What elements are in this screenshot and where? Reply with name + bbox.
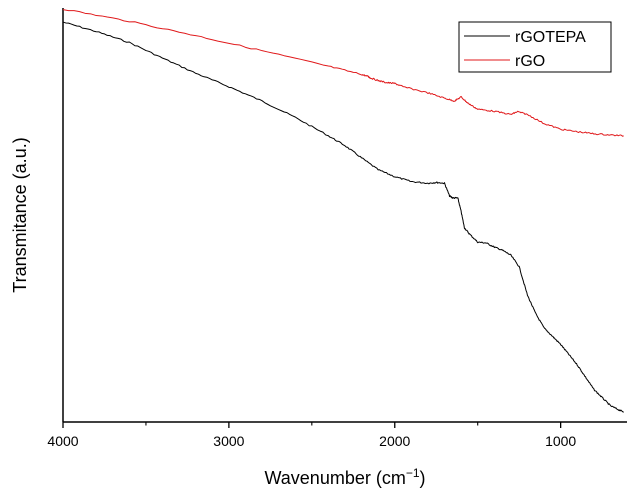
series-lines <box>62 9 624 413</box>
x-tick-label: 3000 <box>213 433 244 449</box>
x-axis-title-superscript: −1 <box>406 466 420 480</box>
x-tick-label: 4000 <box>47 433 78 449</box>
series-line-rgotepa <box>62 21 624 413</box>
x-axis-ticks: 4000 3000 2000 1000 <box>47 422 576 449</box>
x-axis-title-close: ) <box>420 468 426 488</box>
x-axis-title: Wavenumber (cm−1) <box>264 466 425 488</box>
x-tick-label: 1000 <box>545 433 576 449</box>
legend: rGOTEPA rGO <box>458 21 612 73</box>
legend-label-rgo: rGO <box>515 53 545 70</box>
y-axis-title: Transmitance (a.u.) <box>10 137 30 292</box>
legend-box <box>458 21 612 73</box>
x-tick-label: 2000 <box>379 433 410 449</box>
legend-label-rgotepa: rGOTEPA <box>515 29 586 46</box>
series-line-rgo <box>62 9 624 137</box>
